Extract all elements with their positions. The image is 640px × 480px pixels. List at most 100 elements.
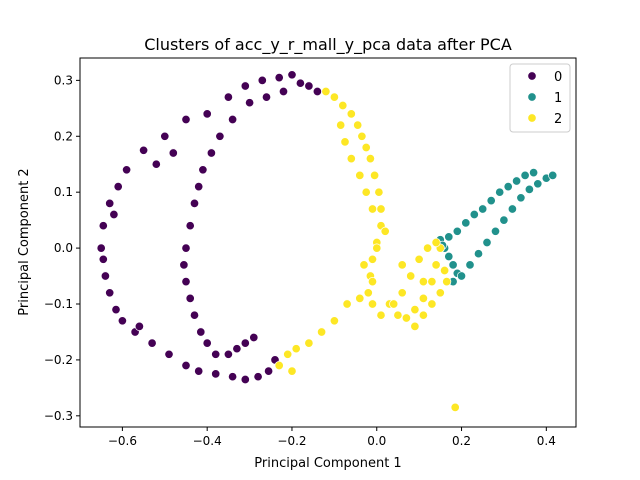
data-point-cluster-1	[478, 204, 488, 214]
data-point-cluster-0	[181, 277, 191, 287]
data-point-cluster-0	[96, 243, 106, 253]
data-point-cluster-2	[338, 100, 348, 111]
data-point-cluster-0	[117, 316, 127, 326]
data-point-cluster-0	[151, 159, 161, 169]
data-point-cluster-2	[367, 277, 378, 287]
data-point-cluster-2	[401, 313, 411, 323]
data-point-cluster-2	[397, 260, 407, 270]
data-point-cluster-2	[365, 154, 375, 164]
data-point-cluster-0	[245, 98, 255, 108]
data-point-cluster-1	[516, 193, 526, 203]
data-point-cluster-0	[257, 75, 267, 85]
legend-label-1: 1	[554, 91, 562, 106]
data-point-cluster-2	[376, 310, 386, 320]
data-point-cluster-2	[367, 204, 378, 214]
y-tick-label: −0.3	[44, 409, 73, 423]
data-point-cluster-0	[206, 148, 216, 158]
legend-marker-1	[527, 92, 537, 102]
data-point-cluster-2	[346, 109, 356, 119]
data-point-cluster-1	[465, 260, 475, 270]
data-point-cluster-1	[503, 182, 513, 192]
data-point-cluster-0	[98, 221, 108, 231]
x-tick-label: −0.2	[277, 434, 306, 448]
data-point-cluster-2	[440, 265, 450, 276]
data-point-cluster-0	[189, 198, 200, 208]
data-point-cluster-0	[215, 131, 225, 141]
data-point-cluster-0	[105, 198, 115, 208]
data-point-cluster-2	[423, 243, 433, 253]
data-point-cluster-0	[181, 114, 191, 125]
data-point-cluster-2	[431, 237, 441, 248]
data-point-cluster-0	[304, 81, 314, 91]
data-point-cluster-2	[427, 277, 437, 287]
data-point-cluster-0	[202, 109, 212, 119]
data-point-cluster-2	[340, 137, 350, 147]
data-point-cluster-2	[435, 288, 445, 298]
data-point-cluster-0	[312, 86, 322, 97]
legend-label-0: 0	[554, 70, 562, 85]
data-point-cluster-0	[147, 338, 157, 348]
data-point-cluster-2	[372, 243, 382, 253]
data-point-cluster-0	[194, 182, 204, 192]
data-point-cluster-2	[393, 310, 403, 320]
data-point-cluster-0	[198, 165, 208, 175]
y-tick-label: −0.2	[44, 353, 73, 367]
chart-title: Clusters of acc_y_r_mall_y_pca data afte…	[144, 35, 512, 55]
y-tick-label: 0.3	[54, 73, 73, 87]
data-point-cluster-2	[355, 170, 365, 180]
data-point-cluster-0	[196, 327, 206, 337]
data-point-cluster-2	[389, 299, 399, 309]
x-tick-label: −0.6	[108, 434, 137, 448]
data-point-cluster-0	[164, 349, 174, 359]
data-point-cluster-1	[452, 226, 462, 236]
data-point-cluster-1	[456, 271, 467, 281]
data-point-cluster-0	[211, 349, 221, 359]
data-point-cluster-0	[194, 366, 204, 376]
data-point-cluster-2	[427, 299, 437, 309]
data-point-cluster-2	[274, 360, 284, 371]
data-point-cluster-1	[448, 260, 458, 270]
data-point-cluster-0	[105, 288, 115, 298]
data-point-cluster-0	[287, 70, 297, 80]
data-point-cluster-2	[329, 92, 339, 102]
data-point-cluster-2	[336, 120, 346, 130]
legend-marker-2	[527, 113, 537, 123]
data-point-cluster-0	[134, 321, 144, 331]
data-point-cluster-0	[264, 366, 274, 376]
data-point-cluster-0	[189, 310, 200, 320]
data-point-cluster-2	[431, 260, 441, 270]
data-point-cluster-2	[304, 338, 314, 348]
data-point-cluster-0	[179, 260, 189, 270]
data-point-cluster-2	[380, 226, 390, 236]
data-point-cluster-2	[357, 131, 367, 141]
data-point-cluster-0	[261, 92, 272, 102]
data-point-cluster-0	[240, 374, 250, 385]
data-point-cluster-0	[109, 209, 119, 220]
data-point-cluster-2	[361, 142, 371, 153]
data-point-cluster-2	[291, 344, 301, 354]
data-point-cluster-1	[469, 209, 479, 220]
data-point-cluster-0	[232, 344, 242, 354]
data-point-cluster-2	[359, 260, 369, 270]
data-point-cluster-0	[278, 86, 289, 97]
data-point-cluster-0	[111, 305, 121, 315]
y-axis: −0.3 −0.2 −0.1 0.0 0.1 0.2 0.3	[44, 73, 80, 423]
x-tick-label: −0.4	[193, 434, 222, 448]
data-point-cluster-0	[274, 73, 284, 83]
data-point-cluster-0	[185, 221, 195, 231]
data-point-cluster-2	[355, 293, 365, 303]
data-point-cluster-1	[444, 232, 454, 242]
data-point-cluster-1	[482, 237, 492, 248]
data-point-cluster-2	[317, 327, 327, 337]
data-point-cluster-1	[486, 196, 496, 206]
plot-frame	[79, 57, 577, 428]
data-point-cluster-0	[139, 145, 149, 155]
data-point-cluster-2	[418, 293, 428, 303]
y-tick-label: −0.1	[44, 297, 73, 311]
y-tick-label: 0.2	[54, 129, 73, 143]
data-point-cluster-0	[181, 243, 191, 253]
data-point-cluster-0	[113, 182, 123, 192]
data-point-cluster-0	[160, 131, 170, 141]
data-point-cluster-1	[548, 170, 558, 180]
data-point-cluster-0	[100, 271, 110, 281]
